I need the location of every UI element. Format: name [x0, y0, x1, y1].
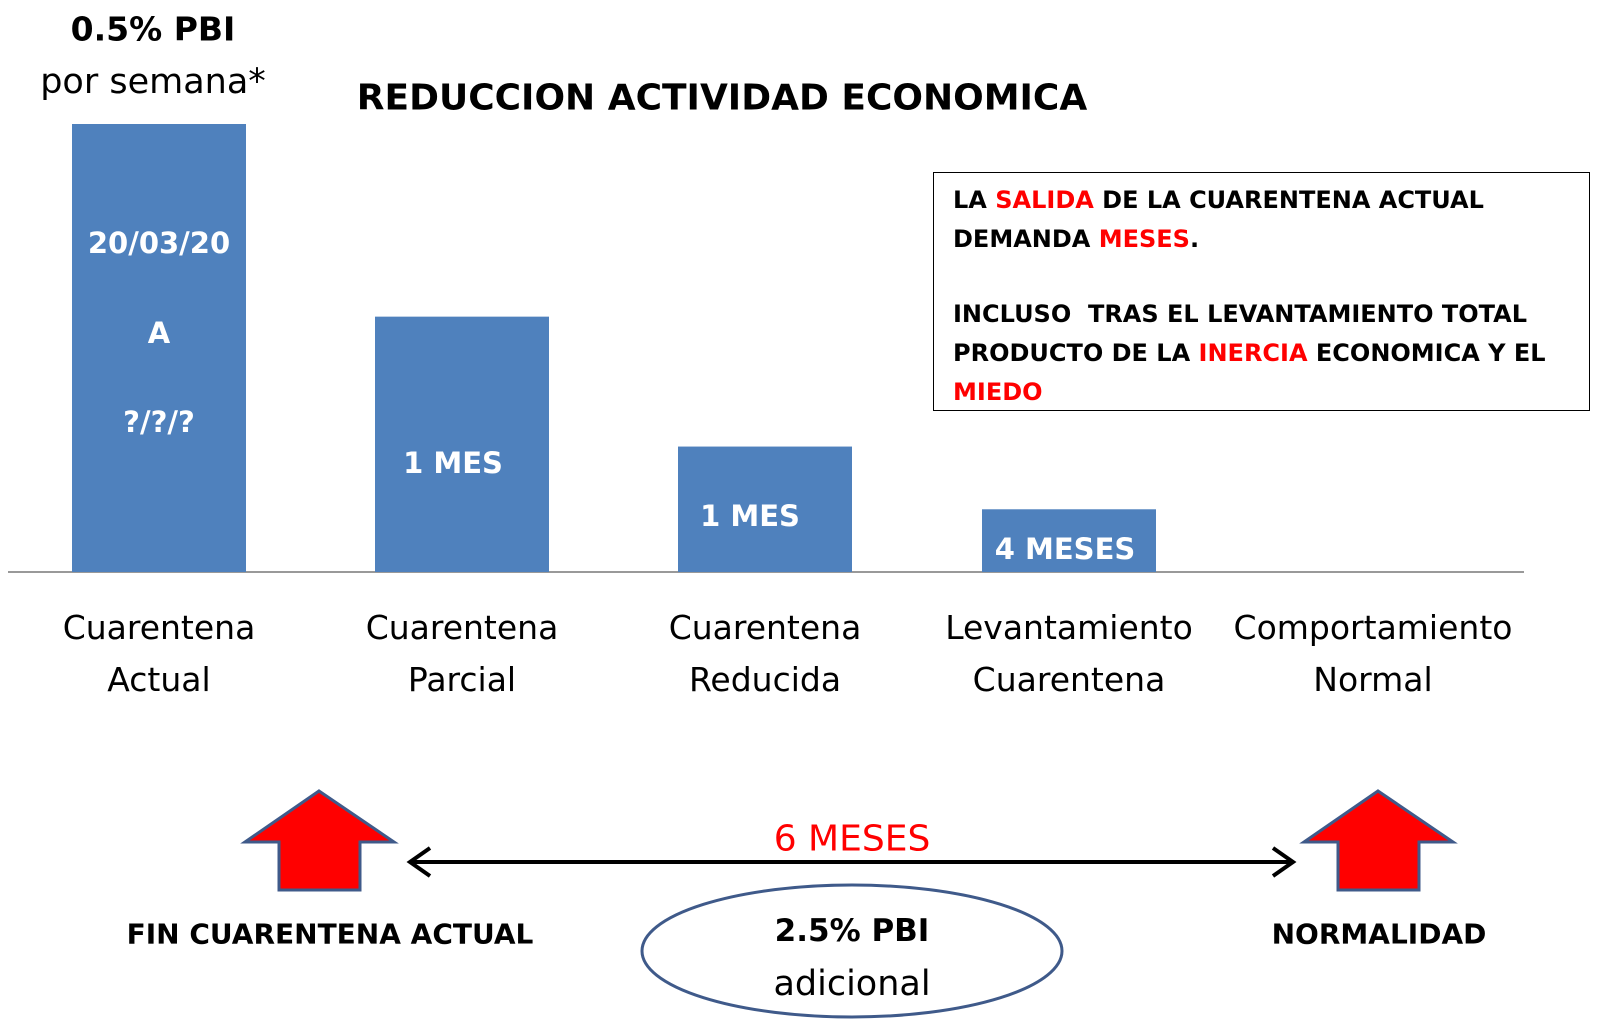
x-tick-label: Levantamiento Cuarentena [945, 608, 1193, 699]
x-tick-label: Cuarentena Actual [62, 608, 256, 699]
bar [678, 446, 852, 572]
bar [982, 509, 1156, 572]
x-tick-label: Cuarentena Parcial [365, 608, 559, 699]
bar [375, 316, 549, 572]
note-text: LA [953, 186, 996, 214]
chart-title: REDUCCION ACTIVIDAD ECONOMICA [356, 77, 1088, 119]
cost-value: 2.5% PBI [774, 913, 930, 949]
note-text: DE LA CUARENTENA ACTUAL DEMANDA [953, 186, 1493, 253]
note-text: MIEDO [953, 378, 1043, 406]
bar-label: 20/03/20 [87, 226, 231, 260]
header-value: 0.5% PBI [70, 9, 236, 49]
note-text: ECONOMICA Y EL [1307, 339, 1554, 367]
bar [72, 124, 246, 572]
bar-label: 1 MES [403, 446, 503, 480]
note-text: INCLUSO TRAS EL LEVANTAMIENTO TOTAL PROD… [953, 300, 1536, 367]
x-tick-label: Comportamiento Normal [1233, 608, 1513, 699]
note-text: INERCIA [1198, 339, 1308, 367]
bar-label: ?/?/? [123, 405, 195, 439]
note-text: MESES [1098, 225, 1190, 253]
note-text: . [1189, 225, 1200, 253]
cost-unit: adicional [773, 964, 931, 1004]
note-text: SALIDA [995, 186, 1094, 214]
bar-label: 1 MES [700, 499, 800, 533]
note-paragraph: LA SALIDA DE LA CUARENTENA ACTUAL DEMAND… [953, 181, 1589, 259]
bar-label: A [147, 316, 171, 350]
arrow-head [1271, 846, 1297, 878]
note-box: LA SALIDA DE LA CUARENTENA ACTUAL DEMAND… [933, 172, 1590, 411]
x-tick-label: Cuarentena Reducida [668, 608, 862, 699]
duration: 6 MESES [773, 818, 931, 860]
start-label: FIN CUARENTENA ACTUAL [126, 917, 534, 951]
arrow-head [406, 846, 432, 878]
note-paragraph: INCLUSO TRAS EL LEVANTAMIENTO TOTAL PROD… [953, 295, 1589, 412]
up-arrow [1299, 789, 1458, 892]
end-label: NORMALIDAD [1271, 917, 1487, 951]
bar-label: 4 MESES [994, 532, 1136, 566]
header-unit: por semana* [40, 62, 266, 102]
cost-ellipse [640, 883, 1064, 1019]
up-arrow [240, 789, 399, 892]
